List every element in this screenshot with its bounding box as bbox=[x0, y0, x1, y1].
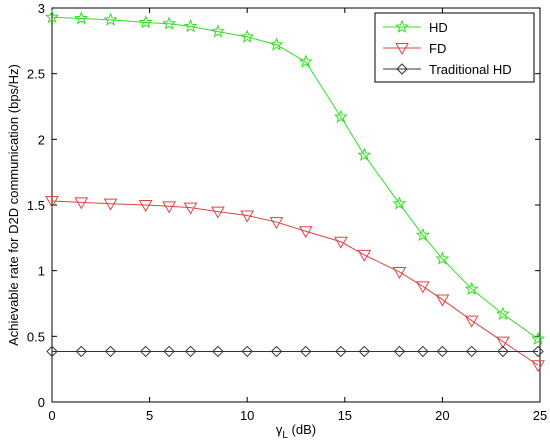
legend-marker bbox=[395, 43, 409, 56]
data-point-hd bbox=[333, 109, 348, 123]
legend-box bbox=[374, 12, 535, 83]
data-point-fd bbox=[103, 198, 118, 211]
data-point-traditional-hd bbox=[241, 345, 253, 358]
series-line-hd bbox=[51, 16, 539, 340]
data-point-fd bbox=[435, 294, 450, 307]
data-point-fd bbox=[392, 266, 407, 279]
x-tick-label: 25 bbox=[533, 408, 547, 423]
data-point-fd bbox=[211, 206, 225, 219]
x-tick-label: 15 bbox=[338, 408, 352, 423]
legend-marker bbox=[394, 19, 410, 33]
data-point-traditional-hd bbox=[532, 345, 544, 358]
y-tick-label: 0.5 bbox=[27, 329, 45, 344]
x-axis-label-unit: (dB) bbox=[288, 422, 316, 437]
data-point-traditional-hd bbox=[75, 345, 87, 358]
data-point-traditional-hd bbox=[393, 345, 406, 358]
x-axis-label-symbol: γ bbox=[276, 422, 283, 437]
data-point-hd bbox=[138, 15, 153, 29]
data-point-hd bbox=[435, 251, 450, 265]
data-point-hd bbox=[495, 306, 510, 320]
x-axis-label-subscript: L bbox=[282, 430, 288, 441]
data-point-hd bbox=[240, 29, 255, 43]
legend-label: HD bbox=[429, 20, 448, 35]
data-point-fd bbox=[464, 315, 479, 328]
data-point-fd bbox=[162, 201, 176, 214]
data-point-traditional-hd bbox=[465, 345, 478, 358]
data-point-traditional-hd bbox=[163, 345, 175, 358]
y-axis-label: Achievable rate for D2D communication (b… bbox=[6, 64, 21, 346]
data-point-hd bbox=[210, 24, 225, 38]
legend-marker bbox=[396, 63, 408, 75]
data-point-fd bbox=[269, 217, 284, 230]
data-point-hd bbox=[44, 9, 60, 24]
y-tick-label: 2 bbox=[38, 132, 45, 147]
x-tick-label: 20 bbox=[435, 408, 449, 423]
data-point-hd bbox=[103, 12, 118, 26]
y-tick-label: 0 bbox=[38, 395, 45, 410]
data-point-hd bbox=[162, 16, 177, 30]
data-point-traditional-hd bbox=[212, 345, 224, 358]
y-tick-label: 1 bbox=[38, 264, 45, 279]
data-point-traditional-hd bbox=[300, 345, 312, 358]
data-point-fd bbox=[334, 236, 348, 249]
x-tick-label: 5 bbox=[146, 408, 153, 423]
data-point-hd bbox=[183, 19, 198, 33]
data-point-fd bbox=[298, 226, 313, 239]
y-tick-label: 3 bbox=[38, 1, 45, 16]
data-point-fd bbox=[240, 210, 255, 223]
x-tick-label: 0 bbox=[48, 408, 55, 423]
legend-label: Traditional HD bbox=[429, 62, 512, 77]
x-tick-label: 10 bbox=[240, 408, 254, 423]
data-point-traditional-hd bbox=[417, 345, 429, 358]
data-point-traditional-hd bbox=[139, 345, 152, 358]
data-point-fd bbox=[416, 281, 430, 294]
data-point-traditional-hd bbox=[104, 345, 117, 358]
data-point-fd bbox=[74, 197, 89, 210]
legend-label: FD bbox=[429, 41, 446, 56]
data-point-traditional-hd bbox=[497, 345, 509, 358]
data-point-hd bbox=[357, 147, 372, 162]
data-point-hd bbox=[531, 331, 546, 345]
y-tick-label: 2.5 bbox=[27, 67, 45, 82]
data-point-hd bbox=[464, 281, 479, 296]
data-point-hd bbox=[74, 11, 89, 25]
data-point-fd bbox=[45, 196, 59, 209]
data-point-hd bbox=[392, 196, 407, 210]
data-point-hd bbox=[298, 54, 313, 68]
data-point-hd bbox=[269, 37, 284, 51]
data-point-traditional-hd bbox=[184, 345, 197, 358]
data-point-fd bbox=[357, 249, 372, 262]
data-point-traditional-hd bbox=[335, 345, 347, 358]
y-tick-label: 1.5 bbox=[27, 198, 45, 213]
series-line-fd bbox=[51, 200, 539, 366]
x-axis-label: γL (dB) bbox=[276, 422, 316, 441]
data-point-hd bbox=[415, 227, 430, 242]
data-point-traditional-hd bbox=[436, 345, 449, 358]
data-point-fd bbox=[138, 200, 153, 213]
data-point-traditional-hd bbox=[270, 345, 283, 358]
data-point-traditional-hd bbox=[358, 345, 371, 358]
data-point-fd bbox=[531, 360, 545, 373]
data-point-traditional-hd bbox=[46, 345, 58, 358]
data-point-fd bbox=[496, 336, 510, 349]
data-point-fd bbox=[183, 202, 198, 215]
